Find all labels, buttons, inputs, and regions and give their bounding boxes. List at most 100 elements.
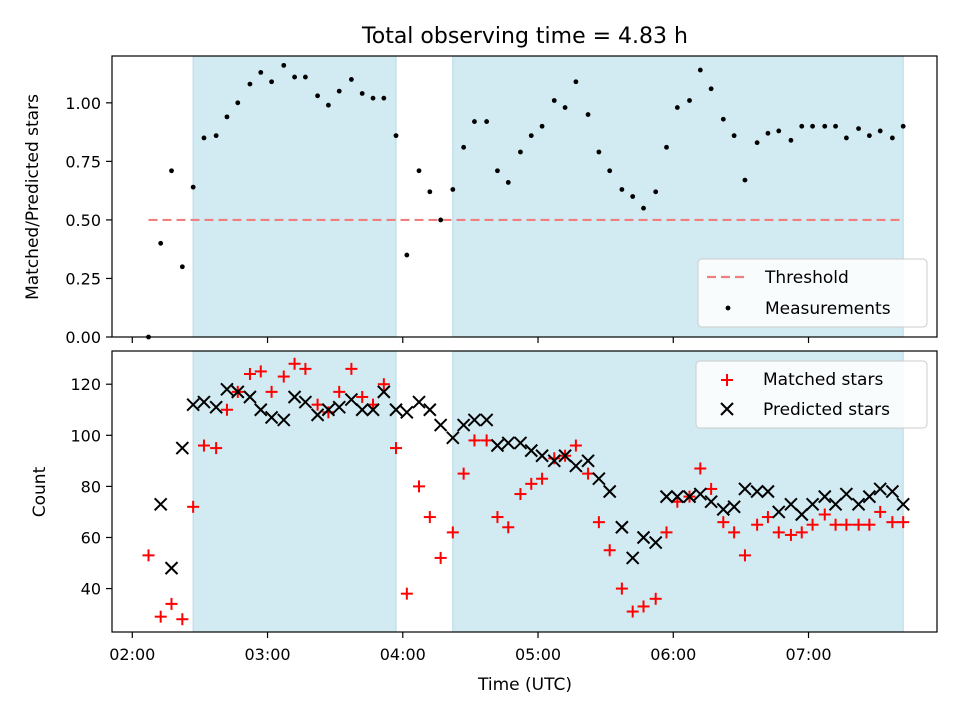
measurement-point [213,133,219,139]
measurement-point [731,133,737,139]
measurement-point [416,168,422,174]
measurement-point [889,135,895,141]
predicted-stars-point [727,500,741,514]
predicted-stars-point [197,395,211,409]
predicted-stars-point [750,484,764,499]
matched-stars-point [187,500,200,513]
top-points [146,62,906,340]
matched-stars-point [751,518,764,531]
matched-stars-point [694,462,707,475]
predicted-stars-point [828,497,843,511]
y-tick-label: 80 [81,477,101,496]
predicted-stars-point [716,502,731,517]
predicted-stars-point [818,489,832,504]
matched-stars-point [738,549,751,562]
predicted-stars-point [186,397,200,412]
bottom-points [142,357,910,626]
bottom-plot-frame [111,350,938,633]
predicted-stars-point [513,436,528,450]
predicted-stars-point [501,436,515,450]
matched-stars-point [345,362,358,375]
legend-matched-swatch [721,374,733,386]
predicted-stars-point [175,441,190,455]
predicted-stars-point [682,489,697,504]
predicted-stars-point [885,484,900,499]
predicted-stars-point [569,459,583,473]
y-tick-label: 0.75 [65,152,101,171]
measurement-point [348,77,354,82]
measurement-point [359,91,365,96]
legend-measurements-label: Measurements [765,299,891,319]
predicted-stars-point [366,403,380,417]
predicted-stars-point [670,489,685,504]
x-tick-label: 03:00 [244,645,290,664]
predicted-stars-point [446,431,460,445]
y-tick-label: 40 [81,580,101,599]
legend-measurements-swatch [725,305,731,311]
bottom-x-ticks: 02:00 03:00 04:00 05:00 06:00 07:00 [109,632,832,664]
matched-stars-point [165,597,178,610]
predicted-stars-point [862,489,877,504]
bottom-legend-box [695,360,928,429]
matched-stars-point [154,610,167,623]
matched-stars-point [852,518,865,531]
predicted-stars-point [581,454,595,468]
measurement-point [370,95,376,101]
legend-predicted-label: Predicted stars [763,400,890,420]
predicted-stars-point [738,482,752,496]
predicted-stars-point [389,403,403,417]
measurement-point [788,137,794,143]
matched-stars-point [525,477,538,490]
measurement-point [258,69,264,75]
measurement-point [674,105,680,110]
matched-stars-point [390,442,403,455]
measurement-point [325,102,331,108]
measurement-point [742,177,748,183]
matched-stars-point [220,403,233,416]
measurement-point [247,81,253,87]
predicted-stars-point [153,497,168,511]
predicted-stars-point [636,530,651,545]
matched-stars-point [468,434,481,447]
matched-stars-point [299,362,312,375]
predicted-stars-point [332,400,346,414]
measurement-point [630,194,636,199]
measurement-point [472,119,477,124]
y-tick-label: 120 [70,375,101,394]
top-plot-frame [111,55,938,338]
measurement-point [495,168,500,174]
matched-stars-point [491,511,504,524]
predicted-stars-point [412,395,426,409]
predicted-stars-point [873,482,887,496]
measurement-point [653,189,659,195]
predicted-stars-point [310,408,325,422]
matched-stars-point [265,385,278,398]
measurement-point [810,123,815,129]
predicted-stars-point [479,413,494,427]
matched-stars-point [356,390,369,403]
measurement-point [404,252,410,258]
measurement-point [833,123,838,129]
measurement-point [619,187,625,192]
predicted-stars-point [704,495,718,509]
measurement-point [551,98,557,103]
measurement-point [269,79,274,85]
matched-stars-point [863,518,876,531]
x-tick-label: 04:00 [380,645,426,664]
legend-predicted-swatch [720,402,734,416]
predicted-stars-point [423,403,437,417]
measurement-point [562,105,568,110]
top-legend-box [697,258,928,328]
matched-stars-point [806,518,819,531]
matched-stars-point [637,600,650,613]
y-tick-label: 0.25 [65,269,101,288]
y-tick-label: 60 [81,528,101,547]
predicted-stars-point [896,497,910,511]
matched-stars-point [333,385,346,398]
measurement-point [393,133,399,139]
matched-stars-point [840,518,853,531]
matched-stars-point [649,592,662,605]
measurement-point [315,93,320,99]
measurement-point [641,205,646,211]
matched-stars-point [592,516,605,529]
